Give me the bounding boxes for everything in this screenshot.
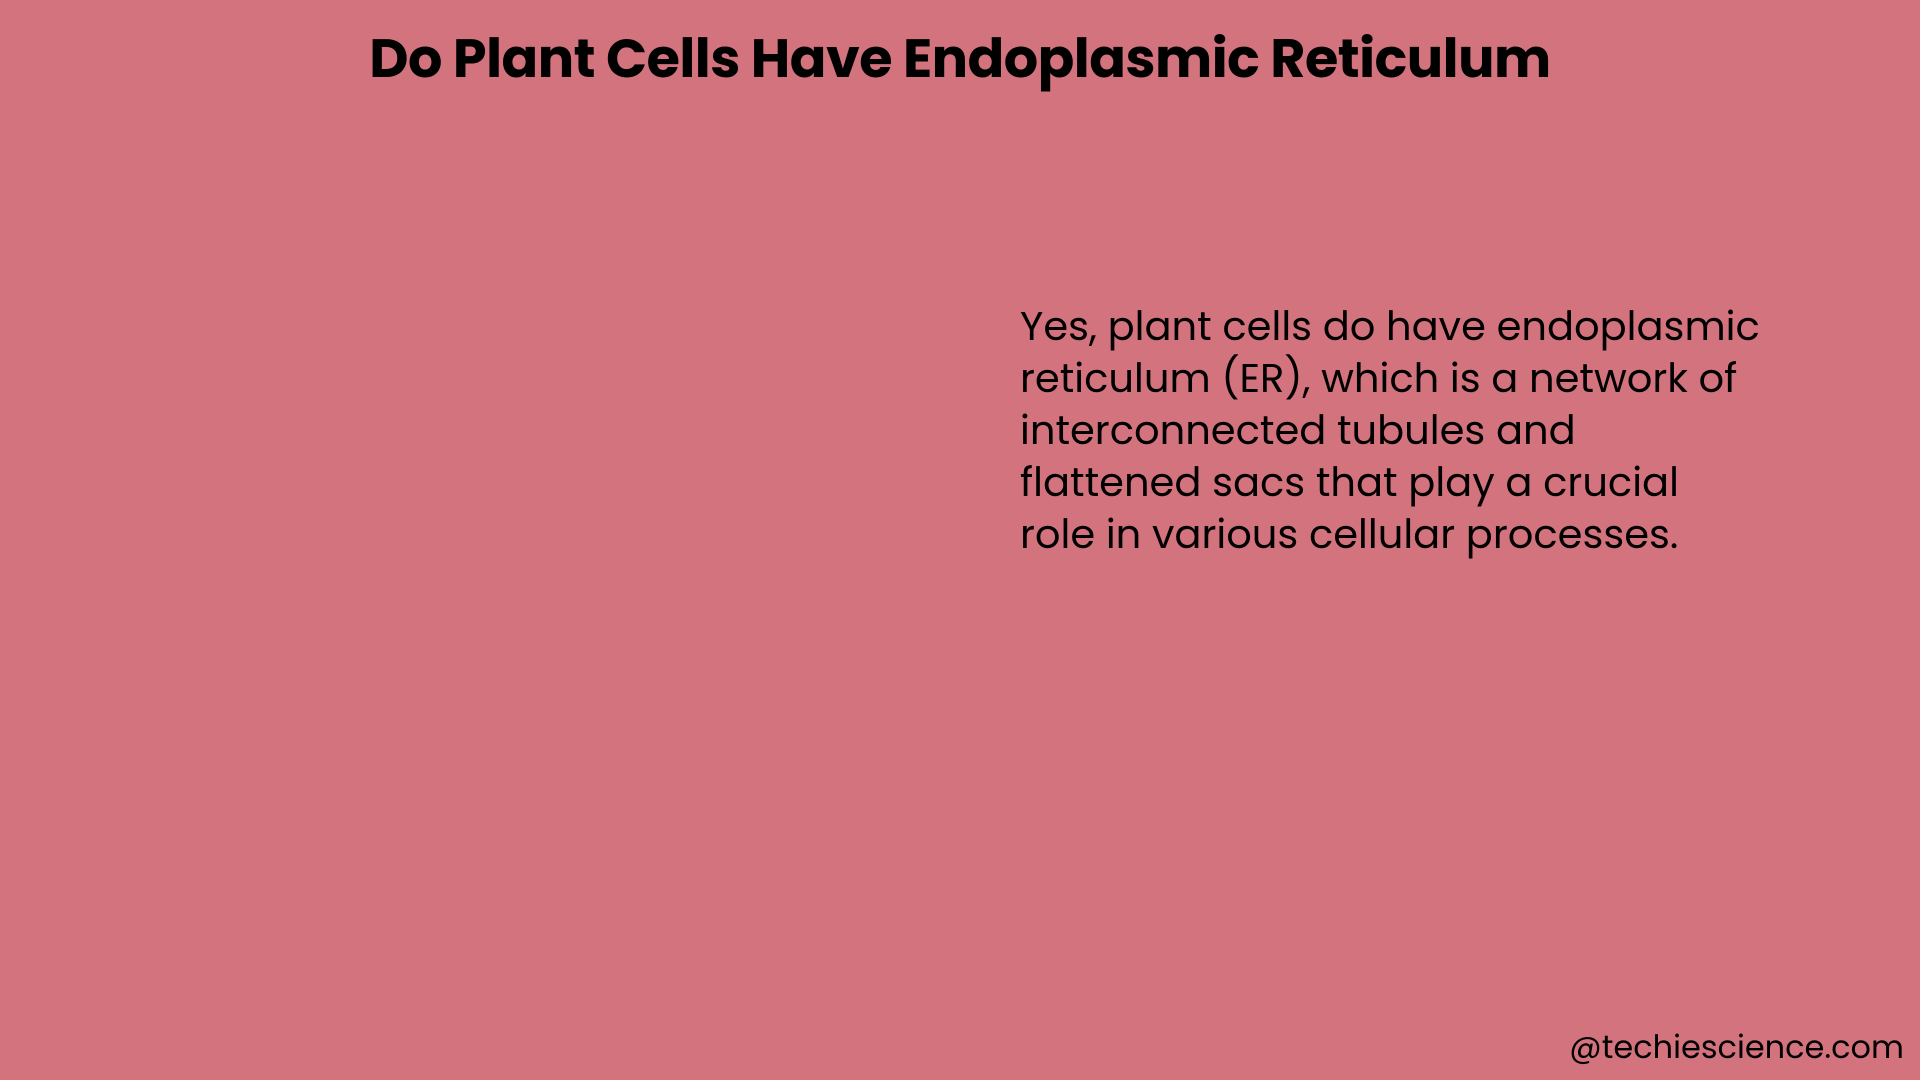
body-paragraph: Yes, plant cells do have endoplasmic ret… — [1020, 300, 1760, 560]
page-title: Do Plant Cells Have Endoplasmic Reticulu… — [0, 18, 1920, 99]
attribution-text: @techiescience.com — [1569, 1024, 1904, 1072]
